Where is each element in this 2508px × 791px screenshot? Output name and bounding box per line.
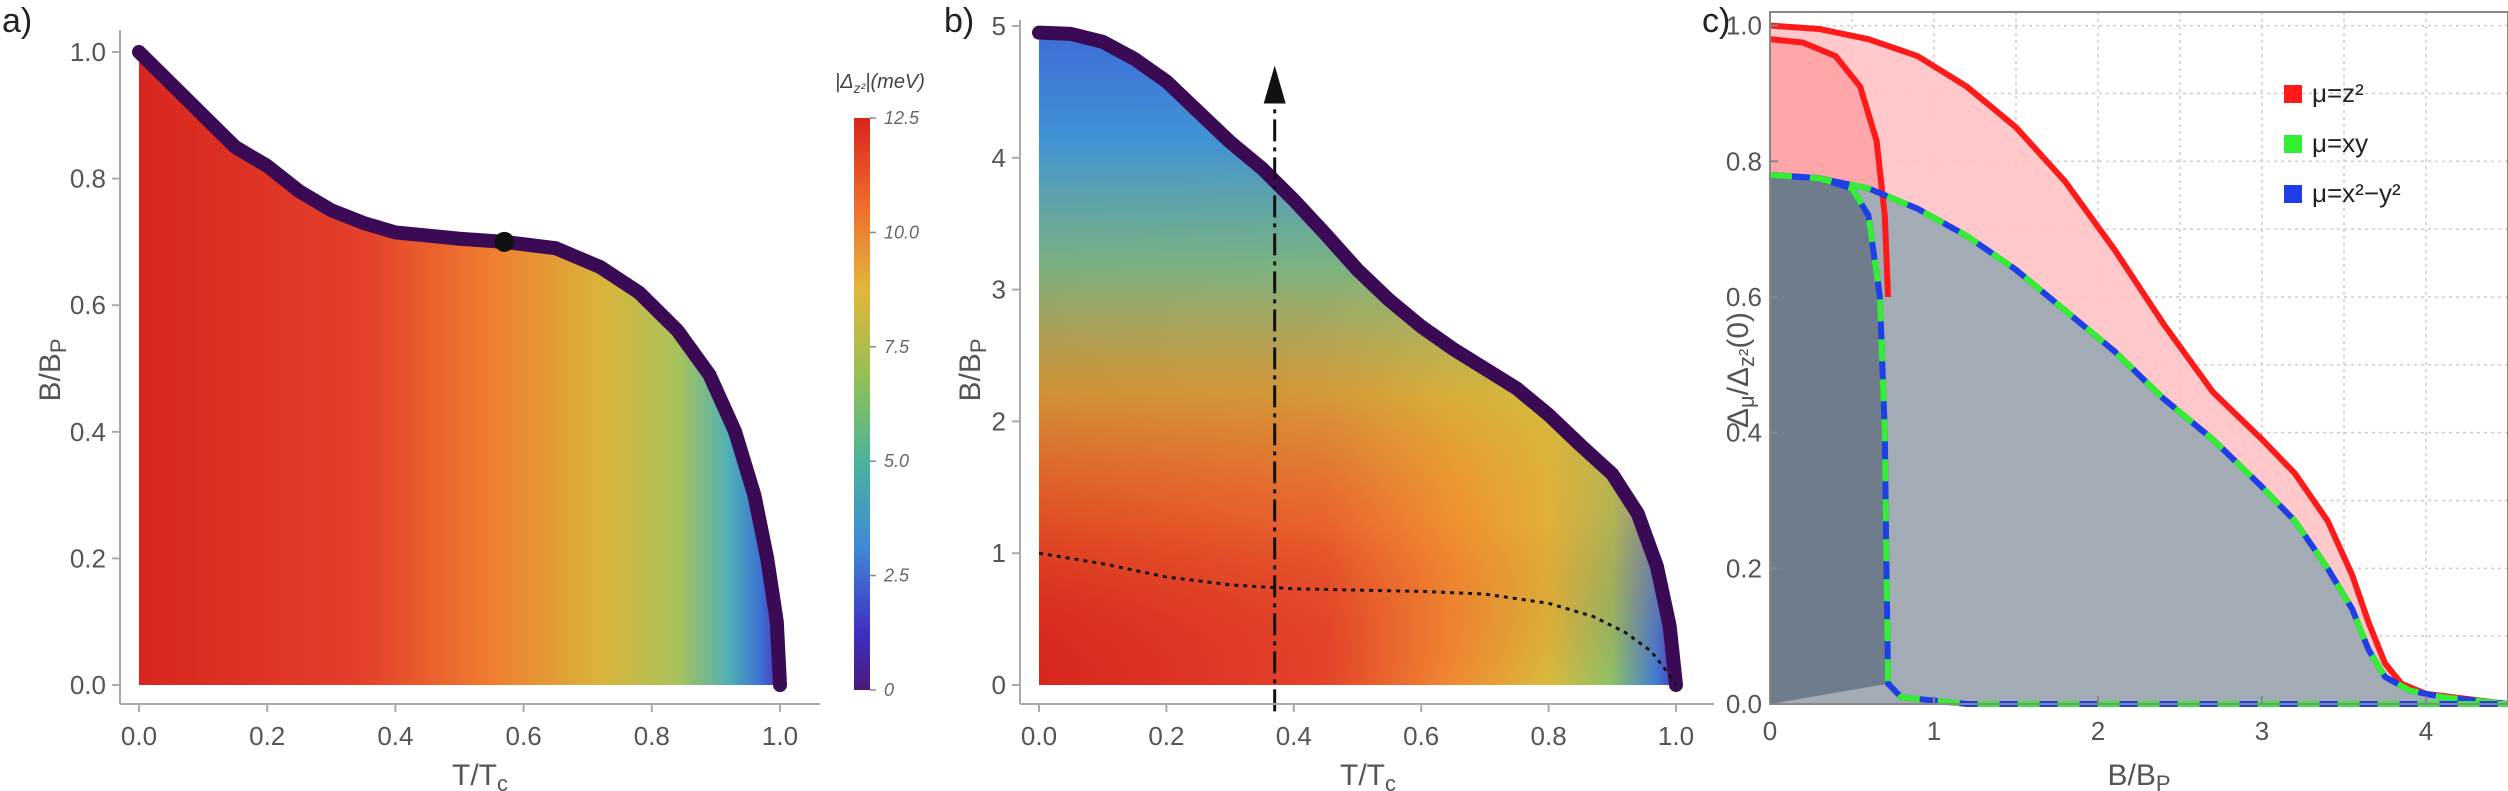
legend-label: μ=x²−y² [2312,178,2401,208]
panel-a-x-tick-label: 0.8 [634,721,670,751]
panel-a-y-tick-label: 1.0 [70,37,106,67]
panel-b-x-tick-label: 1.0 [1658,721,1694,751]
panel-c-series-z2-inner-line [1769,36,1892,298]
panel-a-y-tick-label: 0.2 [70,543,106,573]
panel-a-x-tick-label: 0.0 [121,721,157,751]
panel-b-x-tick-label: 0.0 [1021,721,1057,751]
panel-c-series-xy-line [1769,171,2508,707]
panel-b-y-tick-label: 2 [992,406,1006,436]
panel-a-x-ticks: 0.0 0.2 0.4 0.6 0.8 1.0 [121,704,798,751]
legend-label: μ=xy [2312,128,2368,158]
panel-a-x-axis-title: T/Tc [452,759,508,791]
panel-b-heatmap [1039,32,1676,685]
panel-b-x-axis-title: T/Tc [1340,759,1396,791]
panel-c-fills [1770,25,2508,705]
panel-b-y-tick-label: 0 [992,670,1006,700]
panel-c-y-tick-label: 1.0 [1726,11,1762,41]
panel-a-y-tick-label: 0.0 [70,670,106,700]
legend-swatch [2284,85,2302,103]
panel-a-x-tick-label: 0.2 [249,721,285,751]
panel-b-x-tick-label: 0.6 [1403,721,1439,751]
panel-c-label: c) [1702,2,1730,40]
panel-c-gray-area [1770,174,2508,704]
panel-a-y-tick-label: 0.4 [70,417,106,447]
colorbar-tick-label: 12.5 [884,108,920,128]
panel-a-marker-point [494,231,515,252]
colorbar-tick-label: 2.5 [883,566,910,586]
colorbar-title: |Δz²|(meV) [835,71,925,96]
panel-c-y-tick-label: 0.6 [1726,282,1762,312]
panel-a-x-tick-label: 0.6 [506,721,542,751]
colorbar-tick-label: 7.5 [884,337,910,357]
panel-c-x-axis-title: B/BP [2107,759,2170,791]
panel-c-legend: μ=z² μ=xy μ=x²−y² [2284,78,2401,208]
panel-a: a) 0.0 0.2 0.4 0.6 0.8 1.0 0.0 0.2 0.4 0.6 0.8 1.0… [2,2,820,791]
panel-b-arrow-head-icon [1263,65,1286,104]
panel-a-boundary-curve [132,45,787,692]
panel-b: b) 0.0 0.2 0.4 0.6 0.8 1.0 0 1 2 3 4 5 T/Tc B/BP [944,2,1714,791]
panel-c-y-tick-label: 0.8 [1726,146,1762,176]
colorbar-tick-label: 5.0 [884,451,909,471]
panel-c: c) 0 1 2 3 4 0.0 0.2 0.4 0.6 0.8 1.0 μ=z² μ=xy μ=x²… [1702,2,2508,791]
colorbar-tick-label: 10.0 [884,222,919,242]
panel-c-x-tick-label: 0 [1763,716,1777,746]
panel-b-y-tick-label: 4 [992,143,1006,173]
panel-b-x-tick-label: 0.2 [1148,721,1184,751]
colorbar-tick-label: 0 [884,680,894,700]
panel-c-gray-inner-area [1770,174,1889,704]
panel-c-series-lines [1769,22,2508,707]
panel-b-dotted-curve [1038,551,1678,686]
panel-b-heat-overlay [1039,32,1676,685]
panel-b-label: b) [944,2,974,40]
panel-c-x-tick-label: 1 [1927,716,1941,746]
panel-c-y-axis-title: Δμ/Δz²(0) [1722,312,1759,428]
panel-b-y-ticks: 0 1 2 3 4 5 [992,11,1020,700]
panel-c-y-tick-label: 0.4 [1726,418,1762,448]
legend-label: μ=z² [2312,78,2364,108]
panel-b-x-ticks: 0.0 0.2 0.4 0.6 0.8 1.0 [1021,704,1694,751]
panel-c-y-ticks: 0.0 0.2 0.4 0.6 0.8 1.0 [1726,11,1778,719]
panel-c-frame [1769,11,2508,705]
panel-a-x-tick-label: 1.0 [762,721,798,751]
panel-c-x-tick-label: 2 [2091,716,2105,746]
panel-b-y-tick-label: 3 [992,275,1006,305]
panel-b-boundary-curve [1032,25,1683,692]
panel-c-y-tick-label: 0.0 [1726,689,1762,719]
panel-a-y-tick-label: 0.8 [70,164,106,194]
panel-b-y-tick-label: 1 [992,538,1006,568]
panel-a-y-axis-title: B/BP [34,338,71,401]
colorbar-ticks: 12.5 10.0 7.5 5.0 2.5 0 [870,108,920,700]
panel-a-label: a) [2,2,32,40]
panel-b-x-tick-label: 0.4 [1276,721,1312,751]
panel-a-y-ticks: 0.0 0.2 0.4 0.6 0.8 1.0 [70,37,120,700]
colorbar-gradient [854,118,870,690]
legend-swatch [2284,135,2302,153]
panel-b-x-tick-label: 0.8 [1531,721,1567,751]
panel-c-series-xy-inner-line [1769,171,2508,707]
panel-b-y-tick-label: 5 [992,11,1006,41]
panel-c-x-tick-label: 4 [2419,716,2433,746]
colorbar: |Δz²|(meV) 12.5 10.0 7.5 5.0 2.5 0 [835,71,925,700]
panel-c-series-z2-line [1769,22,2508,707]
panel-a-x-tick-label: 0.4 [377,721,413,751]
panel-a-y-tick-label: 0.6 [70,290,106,320]
panel-b-y-axis-title: B/BP [954,338,991,401]
panel-c-x-ticks: 0 1 2 3 4 [1763,696,2433,746]
panel-c-x-tick-label: 3 [2255,716,2269,746]
panel-c-y-tick-label: 0.2 [1726,553,1762,583]
legend-swatch [2284,185,2302,203]
